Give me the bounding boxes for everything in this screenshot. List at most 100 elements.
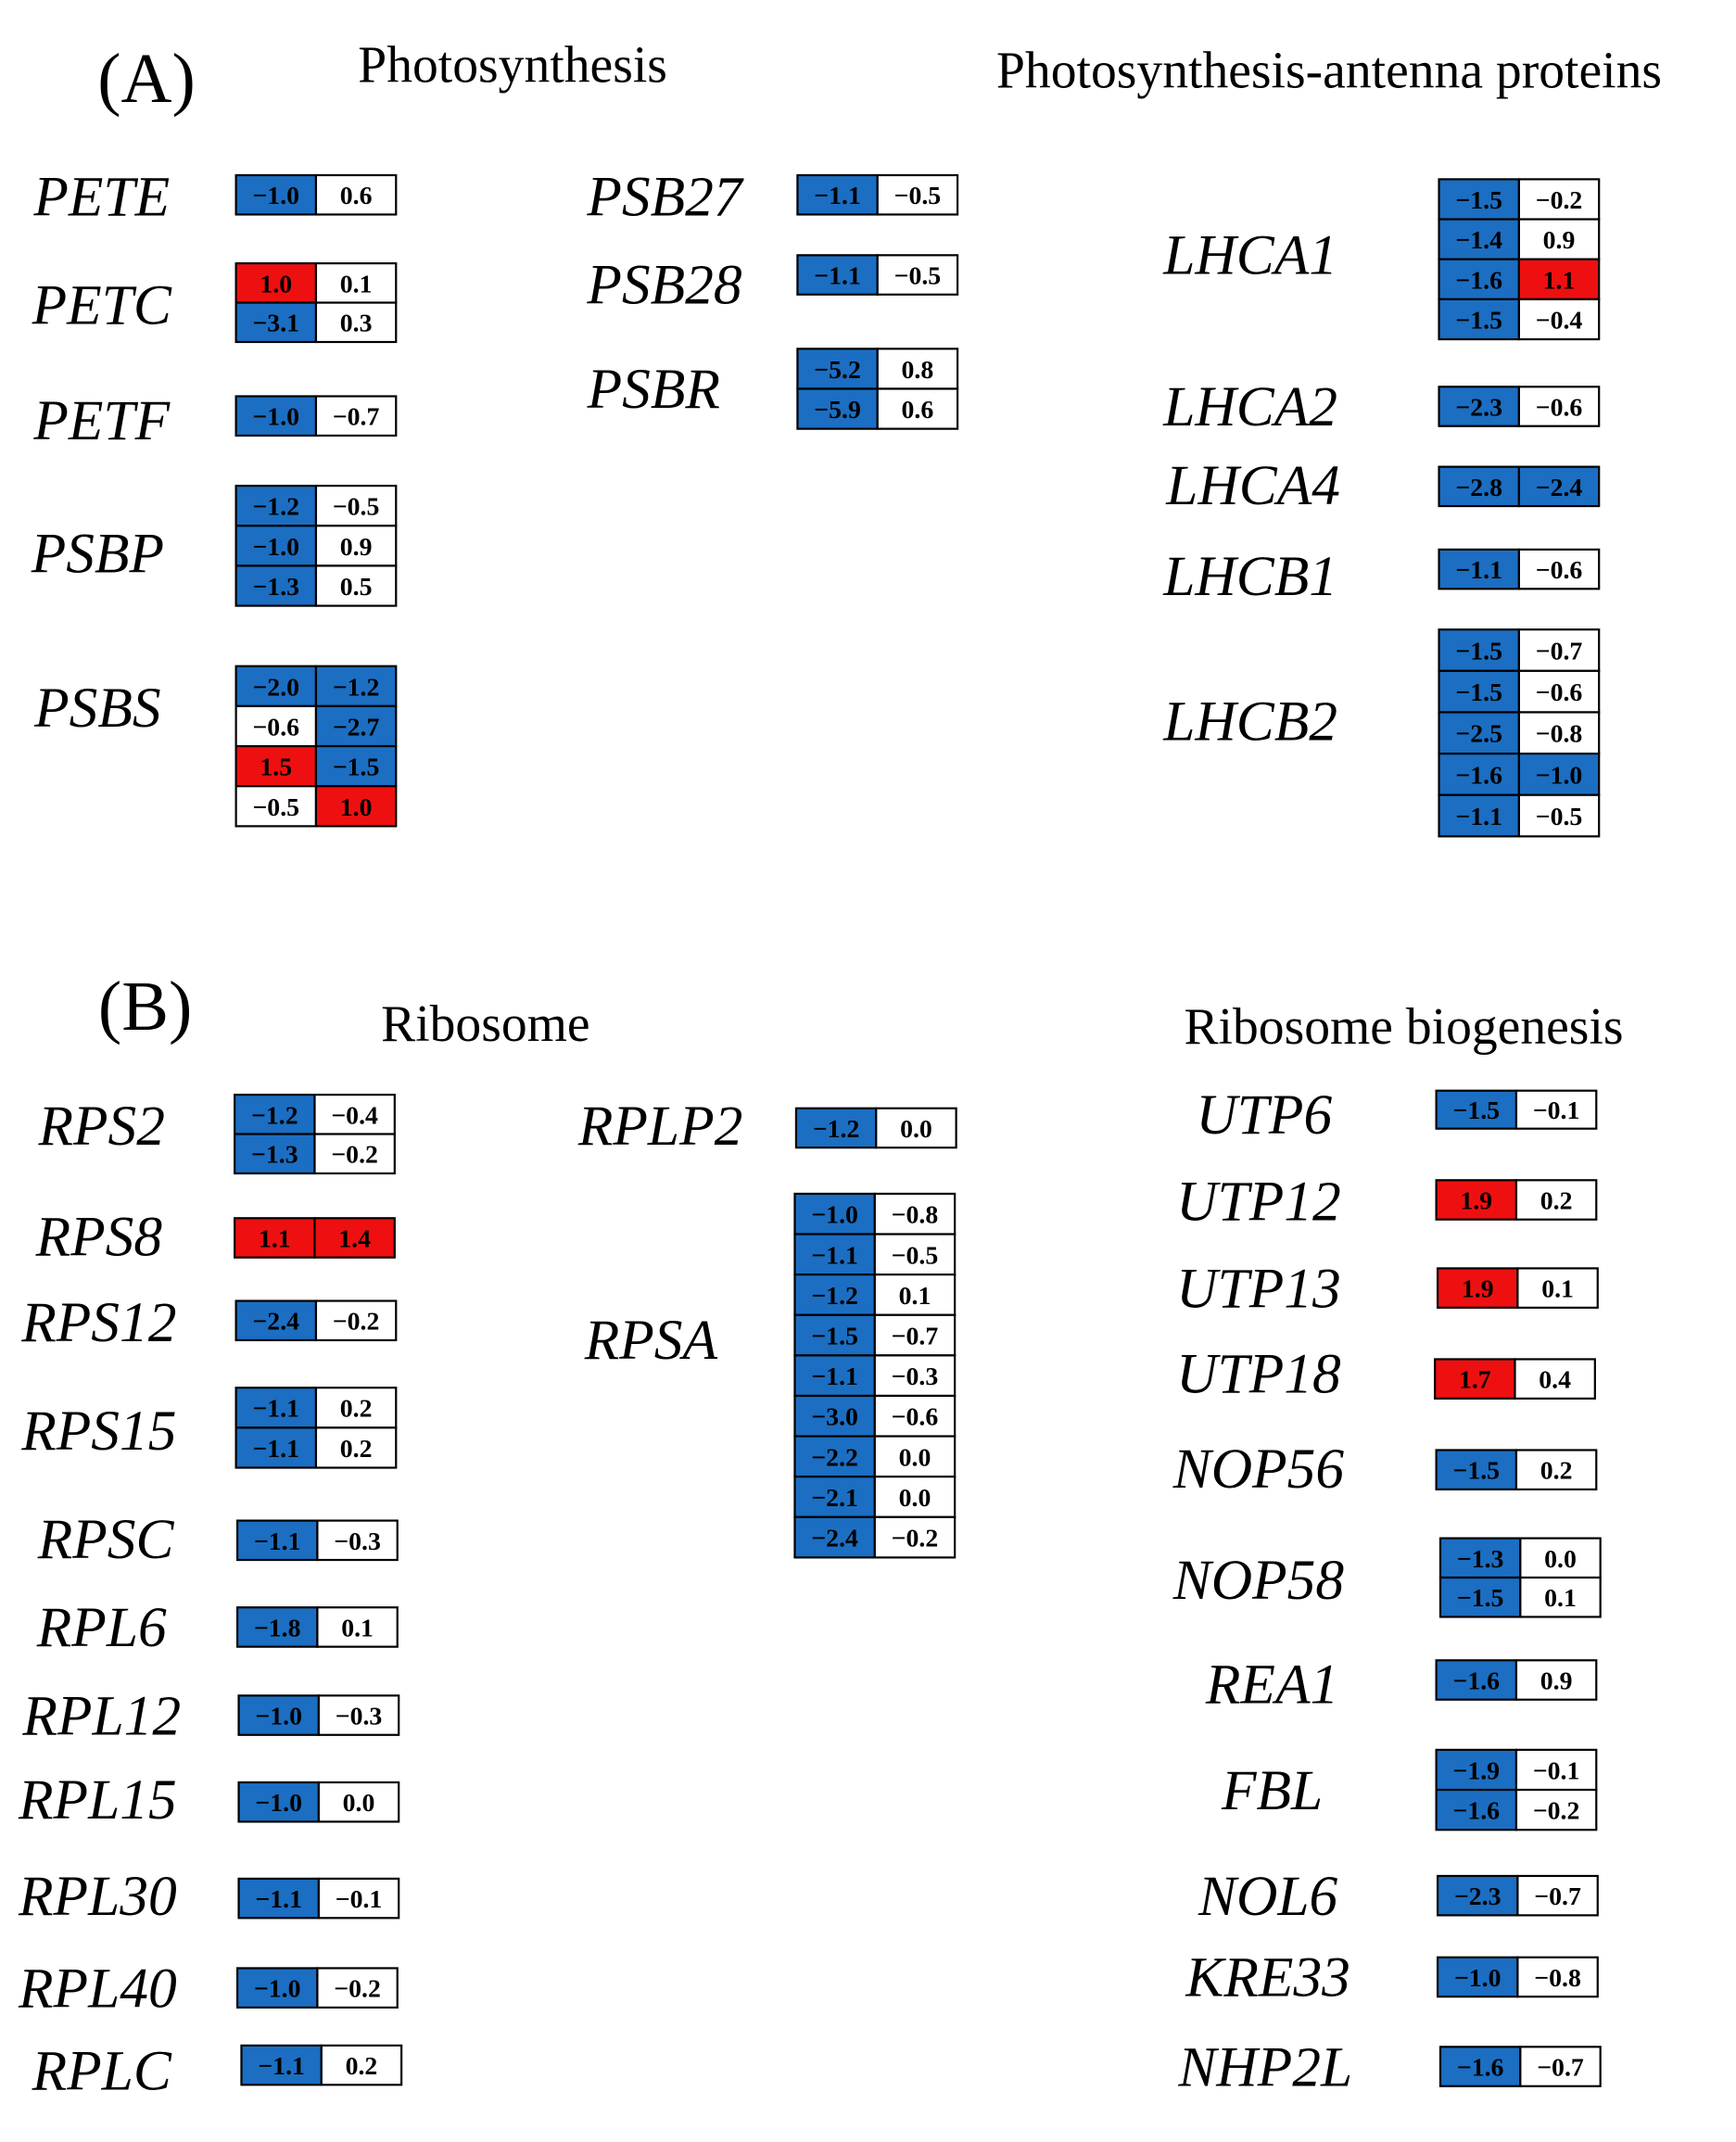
cell-value: −1.6 — [1452, 1797, 1500, 1826]
heat-cell — [875, 1107, 957, 1149]
heat-cell — [234, 744, 318, 788]
cell-value: −2.5 — [1455, 720, 1502, 749]
heat-cell — [313, 1217, 396, 1259]
heat-cell — [1514, 1449, 1598, 1491]
cell-value: −1.5 — [1455, 678, 1502, 707]
gene-name: RPS15 — [20, 1400, 176, 1463]
cell-value: −1.0 — [1536, 761, 1583, 790]
heat-cell — [1517, 711, 1601, 755]
cell-value: −1.1 — [254, 1527, 301, 1556]
heat-cell — [873, 1435, 957, 1478]
cell-value: −1.1 — [258, 2052, 305, 2081]
cell-value: −2.1 — [811, 1484, 858, 1513]
heat-cell — [234, 173, 318, 216]
cell-value: −0.6 — [1536, 393, 1583, 422]
cell-value: −1.3 — [1457, 1545, 1504, 1574]
cell-value: −2.3 — [1454, 1882, 1502, 1911]
cell-value: −1.6 — [1452, 1667, 1500, 1695]
cell-value: −1.2 — [811, 1282, 858, 1311]
heat-cell — [314, 262, 398, 304]
heat-cell — [793, 1435, 876, 1478]
cell-value: −5.2 — [814, 356, 861, 385]
cell-value: −1.9 — [1452, 1756, 1500, 1785]
cell-value: 0.0 — [899, 1443, 931, 1472]
cell-value: 1.0 — [260, 270, 292, 298]
cell-value: −1.5 — [1457, 1584, 1504, 1613]
heat-cell — [1435, 1449, 1518, 1491]
heat-cell — [314, 564, 398, 607]
cell-value: −0.7 — [333, 403, 380, 432]
cell-value: −1.3 — [252, 573, 299, 602]
heat-cell — [313, 1133, 396, 1175]
cell-value: −0.3 — [336, 1703, 383, 1731]
heat-cell — [314, 301, 398, 344]
cell-value: 0.0 — [343, 1789, 375, 1818]
cell-value: −1.5 — [811, 1323, 858, 1351]
cell-value: −1.6 — [1455, 761, 1502, 790]
heat-cell — [314, 484, 398, 527]
section-title: Photosynthesis — [358, 36, 667, 94]
cell-value: 0.1 — [899, 1282, 931, 1311]
heat-cell — [314, 1299, 398, 1342]
gene-name: RPL6 — [36, 1596, 167, 1659]
heat-cell — [873, 1192, 957, 1236]
cell-value: −1.3 — [251, 1141, 298, 1170]
gene-name: NOP56 — [1172, 1438, 1345, 1501]
section-title: Ribosome — [381, 995, 589, 1053]
heat-cell — [314, 1426, 398, 1469]
heat-cell — [234, 1094, 316, 1135]
cell-value: −0.6 — [252, 713, 299, 741]
heat-cell — [793, 1515, 876, 1559]
heat-cell — [1514, 1788, 1598, 1831]
cell-value: 0.5 — [340, 573, 373, 602]
heat-cell — [237, 1781, 320, 1823]
cell-value: −0.2 — [334, 1975, 381, 2004]
cell-value: −0.7 — [1536, 637, 1583, 665]
cell-value: −1.5 — [333, 754, 380, 782]
heat-cell — [1514, 1358, 1596, 1400]
cell-value: −0.2 — [892, 1525, 939, 1553]
heat-cell — [793, 1476, 876, 1518]
cell-value: −0.8 — [1536, 720, 1583, 749]
cell-value: −0.6 — [892, 1403, 939, 1432]
cell-value: −0.5 — [892, 1241, 939, 1270]
heat-cell — [876, 387, 959, 430]
cell-value: −0.4 — [331, 1101, 378, 1130]
cell-value: −0.5 — [894, 182, 942, 210]
heat-cell — [1436, 1267, 1519, 1309]
cell-value: −1.0 — [811, 1201, 858, 1230]
cell-value: 0.0 — [899, 1484, 931, 1513]
cell-value: −1.6 — [1455, 266, 1502, 295]
panel-label: (B) — [98, 968, 192, 1046]
cell-value: −1.1 — [811, 1363, 858, 1391]
heat-cell — [234, 1217, 316, 1259]
heat-cell — [1517, 752, 1601, 796]
cell-value: −1.1 — [814, 262, 861, 291]
gene-name: PSB28 — [586, 254, 741, 317]
cell-value: −0.3 — [892, 1363, 939, 1391]
heat-cell — [1438, 711, 1520, 755]
cell-value: 1.5 — [260, 754, 292, 782]
cell-value: −1.0 — [252, 182, 299, 210]
cell-value: 0.8 — [902, 356, 934, 385]
heat-cell — [1517, 793, 1601, 838]
cell-value: 0.9 — [340, 533, 373, 562]
heat-cell — [1436, 1874, 1519, 1917]
heat-cell — [873, 1313, 957, 1357]
heat-cell — [873, 1274, 957, 1316]
cell-value: 0.4 — [1539, 1366, 1571, 1395]
gene-name: LHCA4 — [1165, 454, 1340, 517]
cell-value: 1.0 — [340, 793, 373, 822]
heat-cell — [314, 1387, 398, 1429]
heat-cell — [1517, 628, 1601, 672]
cell-value: −0.2 — [1533, 1797, 1580, 1826]
gene-name: FBL — [1221, 1759, 1323, 1822]
cell-value: −0.8 — [892, 1201, 939, 1230]
heat-cell — [240, 2044, 323, 2086]
cell-value: −0.7 — [1534, 1882, 1581, 1911]
heat-cell — [317, 1781, 400, 1823]
heat-cell — [314, 525, 398, 567]
heat-cell — [235, 1519, 319, 1562]
